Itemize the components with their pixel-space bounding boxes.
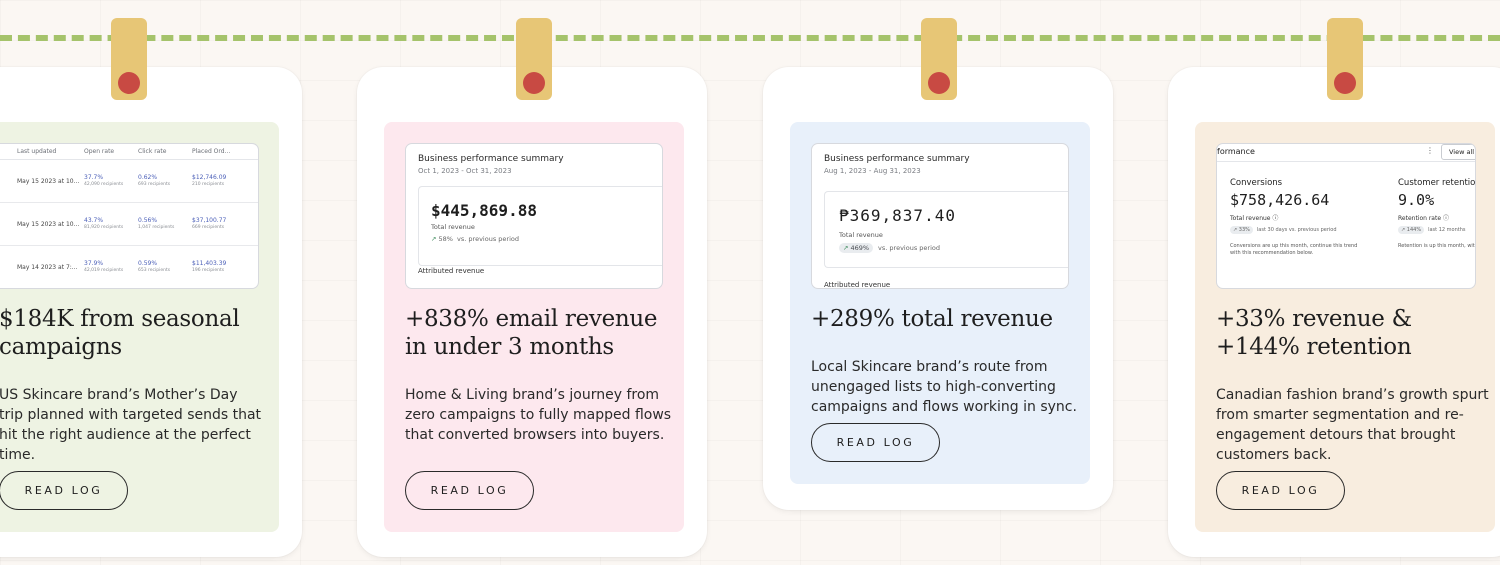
card-description: Canadian fashion brand’s growth spurt fr…: [1216, 387, 1489, 463]
case-study-card-email: Business performance summary Oct 1, 2023…: [357, 67, 707, 557]
campaign-table-screenshot: Last updated Open rate Click rate Placed…: [0, 143, 259, 289]
revenue-summary-screenshot: Business performance summary Oct 1, 2023…: [405, 143, 663, 289]
total-revenue-label: Total revenue: [839, 231, 883, 239]
card-panel: Business performance summary Aug 1, 2023…: [790, 122, 1090, 484]
summary-heading: Business performance summary: [418, 154, 564, 164]
card-description: Home & Living brand’s journey from zero …: [405, 387, 672, 443]
clothespin-icon: [516, 18, 552, 100]
card-panel: Business performance summary Oct 1, 2023…: [384, 122, 684, 532]
trend-up-icon: ↗: [1401, 227, 1406, 233]
view-all-button[interactable]: View all: [1441, 144, 1475, 160]
table-row[interactable]: other May 14 2023 at 7:... 37.9% 42,019 …: [17, 260, 227, 273]
card-title: $184K from seasonal campaigns: [0, 306, 240, 360]
more-icon[interactable]: ⋮: [1426, 146, 1434, 155]
summary-box: $445,869.88 Total revenue ↗ 58% vs. previ…: [418, 186, 662, 266]
card-title: +838% email revenue in under 3 months: [405, 306, 658, 360]
case-study-card-total-revenue: Business performance summary Aug 1, 2023…: [763, 67, 1113, 510]
pin-icon: [928, 72, 950, 94]
revenue-change: ↗ 58% vs. previous period: [431, 235, 519, 243]
card-title: +289% total revenue: [811, 306, 1053, 332]
trend-up-icon: ↗: [843, 244, 849, 252]
column-header: Open rate: [84, 148, 115, 155]
column-header: Click rate: [138, 148, 167, 155]
trend-up-icon: ↗: [431, 235, 437, 243]
attributed-revenue-label: Attributed revenue: [824, 281, 891, 289]
info-icon: ⓘ: [1442, 215, 1449, 222]
total-revenue-value: ₱369,837.40: [839, 206, 956, 225]
trend-up-icon: ↗: [1233, 227, 1238, 233]
summary-box: ₱369,837.40 Total revenue ↗ 469% vs. previ…: [824, 191, 1068, 268]
read-log-button[interactable]: READ LOG: [0, 471, 128, 510]
column-header: Placed Ord...: [192, 148, 231, 155]
revenue-change: ↗ 469% vs. previous period: [839, 243, 940, 253]
total-revenue-value: $445,869.88: [431, 201, 537, 220]
card-panel: formance ⋮ View all Conversions $758,426…: [1195, 122, 1495, 532]
pin-icon: [118, 72, 140, 94]
divider: [1217, 161, 1475, 162]
performance-heading: formance: [1217, 147, 1255, 156]
clothespin-icon: [1327, 18, 1363, 100]
table-row[interactable]: May 15 2023 at 10... 43.7% 81,920 recipi…: [0, 203, 258, 246]
info-icon: ⓘ: [1272, 215, 1279, 222]
card-title: +33% revenue & +144% retention: [1216, 306, 1412, 360]
summary-dates: Aug 1, 2023 - Aug 31, 2023: [824, 167, 921, 175]
total-revenue-label: Total revenue: [431, 223, 475, 231]
read-log-button[interactable]: READ LOG: [811, 423, 940, 462]
read-log-button[interactable]: READ LOG: [1216, 471, 1345, 510]
summary-dates: Oct 1, 2023 - Oct 31, 2023: [418, 167, 512, 175]
clothesline: [0, 35, 1500, 41]
clothespin-icon: [111, 18, 147, 100]
case-study-card-retention: formance ⋮ View all Conversions $758,426…: [1168, 67, 1500, 557]
read-log-button[interactable]: READ LOG: [405, 471, 534, 510]
card-description: Local Skincare brand’s route from unenga…: [811, 359, 1077, 415]
revenue-summary-screenshot: Business performance summary Aug 1, 2023…: [811, 143, 1069, 289]
pin-icon: [523, 72, 545, 94]
pin-icon: [1334, 72, 1356, 94]
attributed-revenue-label: Attributed revenue: [418, 267, 485, 275]
summary-heading: Business performance summary: [824, 154, 970, 164]
card-panel: Last updated Open rate Click rate Placed…: [0, 122, 279, 532]
column-header: Last updated: [17, 148, 57, 155]
case-study-card-seasonal: Last updated Open rate Click rate Placed…: [0, 67, 302, 557]
clothespin-icon: [921, 18, 957, 100]
table-header: Last updated Open rate Click rate Placed…: [0, 144, 258, 160]
retention-metric: Customer retentio 9.0% Retention rate ⓘ …: [1398, 178, 1476, 249]
table-row[interactable]: May 15 2023 at 10... 37.7% 42,090 recipi…: [0, 160, 258, 203]
conversions-metric: Conversions $758,426.64 Total revenue ⓘ …: [1230, 178, 1358, 256]
card-description: US Skincare brand’s Mother’s Day trip pl…: [0, 387, 262, 463]
performance-screenshot: formance ⋮ View all Conversions $758,426…: [1216, 143, 1476, 289]
